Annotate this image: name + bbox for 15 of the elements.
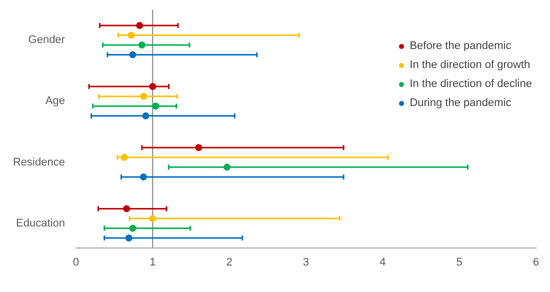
x-tick-label: 0 <box>72 256 80 268</box>
y-tick-label: Education <box>16 217 65 230</box>
x-tick-label: 6 <box>532 256 540 268</box>
x-tick-label: 4 <box>380 256 386 268</box>
x-tick-label: 3 <box>302 256 310 268</box>
y-tick-label: Residence <box>12 156 65 168</box>
x-tick-label: 5 <box>456 256 462 268</box>
x-tick-label: 1 <box>150 256 156 268</box>
legend-label: In the direction of growth <box>410 59 530 71</box>
legend-label: In the direction of decline <box>410 78 532 90</box>
x-tick-label: 2 <box>226 256 232 268</box>
y-tick-label: Age <box>45 95 65 108</box>
legend-label: Before the pandemic <box>410 40 512 52</box>
legend-label: During the pandemic <box>410 97 512 109</box>
y-tick-label: Gender <box>28 34 66 46</box>
